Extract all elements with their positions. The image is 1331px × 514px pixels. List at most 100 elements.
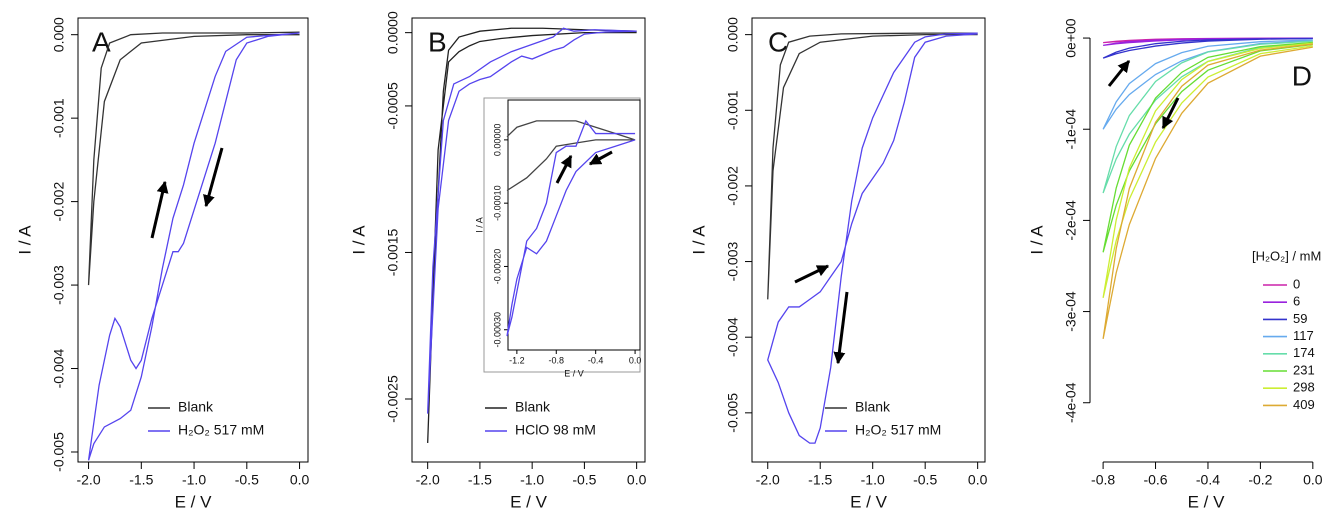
x-tick-label: -0.8 — [1091, 472, 1115, 488]
x-tick-label: -0.5 — [913, 472, 937, 488]
y-axis-title: I / A — [689, 225, 708, 255]
x-tick-label: -0.5 — [235, 472, 259, 488]
arrow — [203, 147, 224, 208]
x-tick-label: -1.0 — [182, 472, 206, 488]
series-line — [767, 32, 978, 444]
y-tick-label: -0.0015 — [385, 229, 401, 277]
legend-label: Blank — [855, 399, 891, 415]
x-tick-label: -1.5 — [129, 472, 153, 488]
y-axis-title: I / A — [474, 217, 484, 233]
legend-label: 174 — [1293, 345, 1315, 360]
panel: -2.0 -1.5 -1.0 -0.5 0.0 0.0000 -0.0005 -0.0015 -… — [349, 11, 646, 511]
plot-frame — [751, 17, 986, 463]
series-line — [767, 32, 978, 300]
panel: -2.0 -1.5 -1.0 -0.5 0.0 0.000 -0.001 -0.002 -0.0… — [15, 17, 309, 512]
y-tick-label: -0.003 — [51, 265, 67, 305]
x-tick-label: -0.6 — [1143, 472, 1167, 488]
y-tick-label: -0.004 — [51, 348, 67, 388]
y-tick-label: -0.005 — [725, 393, 741, 433]
legend-label: H₂O₂ 517 mM — [178, 422, 264, 438]
series-line — [87, 32, 300, 461]
x-axis-title: E / V — [564, 368, 584, 378]
plots: -2.0 -1.5 -1.0 -0.5 0.0 0.000 -0.001 -0.002 -0.0… — [15, 11, 1322, 511]
y-tick-label: -0.001 — [725, 90, 741, 130]
arrow — [794, 264, 830, 284]
x-tick-label: -2.0 — [76, 472, 100, 488]
y-tick-label: 0e+00 — [1063, 18, 1079, 58]
legend-label: Blank — [515, 399, 551, 415]
x-tick-label: -0.4 — [588, 355, 604, 365]
panel-label: C — [768, 26, 788, 57]
plot-frame — [411, 17, 646, 463]
y-tick-label: -0.0005 — [385, 82, 401, 130]
y-tick-label: -0.0025 — [385, 375, 401, 423]
x-tick-label: 0.0 — [290, 472, 310, 488]
plot-frame — [507, 99, 641, 351]
y-tick-label: 0.0000 — [385, 11, 401, 54]
x-tick-label: -2.0 — [416, 472, 440, 488]
panel: -2.0 -1.5 -1.0 -0.5 0.0 0.000 -0.001 -0.002 -0.0… — [689, 17, 987, 512]
x-tick-label: 0.0 — [968, 472, 988, 488]
series-line — [1102, 41, 1313, 253]
y-tick-label: -0.00030 — [492, 312, 502, 348]
y-tick-label: 0.000 — [51, 17, 67, 52]
y-tick-label: -4e-04 — [1063, 382, 1079, 423]
arrow — [588, 150, 613, 166]
x-tick-label: -0.5 — [572, 472, 596, 488]
legend-title: [H₂O₂] / mM — [1252, 248, 1321, 263]
legend-label: 0 — [1293, 276, 1300, 291]
x-tick-label: -0.4 — [1196, 472, 1220, 488]
series-line — [506, 119, 636, 337]
y-tick-label: -0.003 — [725, 241, 741, 281]
x-axis-title: E / V — [850, 492, 888, 511]
legend-label: Blank — [178, 399, 214, 415]
legend-label: 409 — [1293, 397, 1315, 412]
y-tick-label: -0.001 — [51, 98, 67, 138]
series-line — [1102, 39, 1313, 130]
x-tick-label: -1.5 — [808, 472, 832, 488]
arrow — [1107, 60, 1131, 87]
x-axis-title: E / V — [510, 492, 548, 511]
x-tick-label: -1.0 — [861, 472, 885, 488]
arrow — [555, 154, 573, 184]
legend-label: 231 — [1293, 362, 1315, 377]
x-tick-label: -2.0 — [756, 472, 780, 488]
series-line — [1102, 42, 1313, 299]
panel: -1.2 -0.8 -0.4 0.0 0.00000 -0.00010 -0.00020 -0… — [474, 97, 642, 378]
x-tick-label: -1.2 — [509, 355, 525, 365]
x-tick-label: -1.5 — [468, 472, 492, 488]
y-tick-label: -0.00010 — [492, 185, 502, 221]
y-tick-label: -0.004 — [725, 317, 741, 357]
series-line — [427, 27, 637, 414]
y-axis-title: I / A — [349, 225, 368, 255]
x-tick-label: 0.0 — [627, 472, 647, 488]
series-line — [1102, 37, 1313, 59]
panel: -0.8 -0.6 -0.4 -0.2 0.0 0e+00 -1e-04 -2e-04 -3e-… — [1027, 18, 1322, 511]
legend-label: 6 — [1293, 294, 1300, 309]
y-tick-label: 0.000 — [725, 17, 741, 52]
arrow — [1161, 97, 1180, 130]
y-tick-label: 0.00000 — [492, 124, 502, 157]
legend-label: 59 — [1293, 311, 1307, 326]
x-axis-title: E / V — [175, 492, 213, 511]
series-line — [1103, 37, 1313, 46]
x-tick-label: 0.0 — [1303, 472, 1323, 488]
y-tick-label: -0.002 — [51, 182, 67, 222]
legend-label: 117 — [1293, 328, 1314, 343]
y-tick-label: -0.002 — [725, 166, 741, 206]
panel-label: D — [1292, 60, 1312, 91]
x-tick-label: 0.0 — [629, 355, 642, 365]
panel-label: A — [92, 26, 111, 57]
x-tick-label: -1.0 — [520, 472, 544, 488]
y-tick-label: -0.00020 — [492, 249, 502, 285]
legend-label: 298 — [1293, 380, 1315, 395]
arrows — [150, 60, 1180, 365]
series-line — [1102, 40, 1313, 194]
y-axis-title: I / A — [1027, 225, 1046, 255]
legend-label: H₂O₂ 517 mM — [855, 422, 941, 438]
x-axis-title: E / V — [1188, 492, 1226, 511]
y-tick-label: -3e-04 — [1063, 291, 1079, 332]
x-tick-label: -0.8 — [549, 355, 565, 365]
series-line — [427, 27, 637, 443]
arrow — [833, 291, 849, 365]
